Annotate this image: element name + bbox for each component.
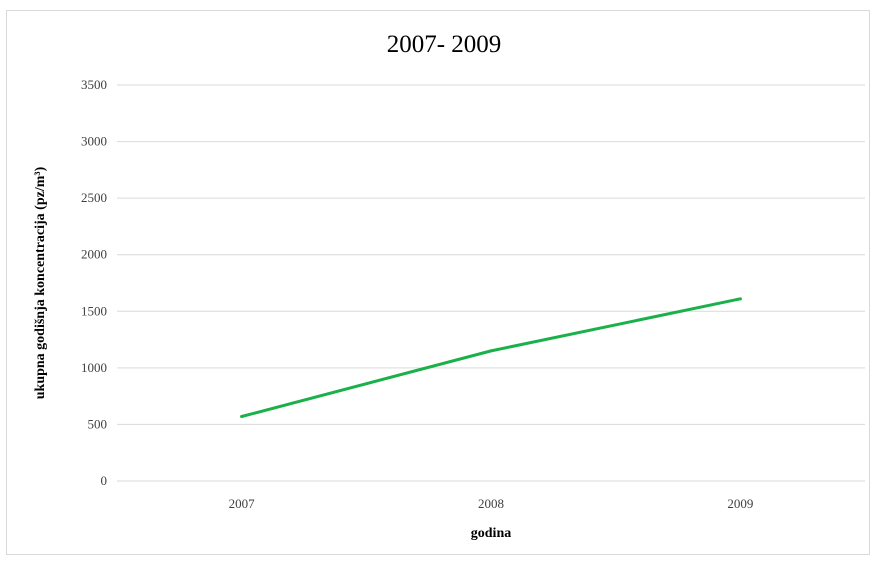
y-axis-ticks: 0 500 1000 1500 2000 2500 3000 3500	[81, 77, 107, 488]
data-point-2008	[489, 349, 493, 353]
chart-title: 2007- 2009	[387, 31, 502, 58]
x-tick-label: 2009	[727, 496, 753, 511]
y-tick-label: 2000	[81, 247, 107, 262]
x-axis-label: godina	[471, 526, 511, 541]
y-tick-label: 2500	[81, 190, 107, 205]
data-point-2009	[738, 297, 742, 301]
series-line-0	[240, 297, 742, 419]
y-tick-label: 1500	[81, 303, 107, 318]
y-tick-label: 0	[101, 473, 108, 488]
series	[240, 297, 742, 419]
x-tick-label: 2007	[229, 496, 256, 511]
y-tick-label: 3500	[81, 77, 107, 92]
chart-frame	[6, 10, 870, 555]
x-tick-label: 2008	[478, 496, 504, 511]
y-tick-label: 500	[88, 416, 108, 431]
gridlines	[117, 84, 865, 482]
x-axis-ticks: 2007 2008 2009	[229, 496, 754, 511]
y-axis-label: ukupna godišnja koncentracija (pz/m³)	[33, 166, 48, 399]
y-tick-label: 1000	[81, 360, 107, 375]
data-point-2007	[240, 415, 244, 419]
y-tick-label: 3000	[81, 134, 107, 149]
